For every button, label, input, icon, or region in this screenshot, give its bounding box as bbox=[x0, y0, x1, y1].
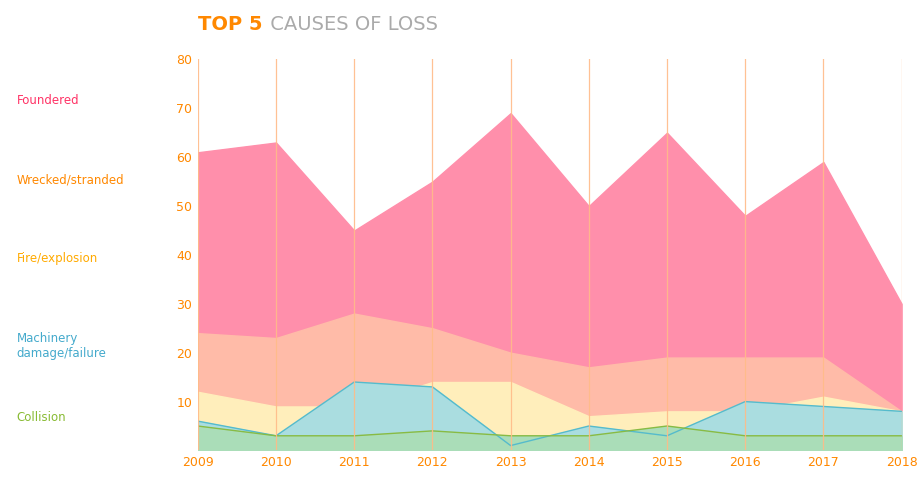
Text: CAUSES OF LOSS: CAUSES OF LOSS bbox=[264, 15, 437, 34]
Text: Collision: Collision bbox=[17, 411, 66, 424]
Text: Foundered: Foundered bbox=[17, 94, 79, 107]
Text: TOP 5: TOP 5 bbox=[198, 15, 262, 34]
Text: Machinery
damage/failure: Machinery damage/failure bbox=[17, 332, 107, 360]
Text: Wrecked/stranded: Wrecked/stranded bbox=[17, 173, 124, 186]
Text: Fire/explosion: Fire/explosion bbox=[17, 252, 97, 265]
